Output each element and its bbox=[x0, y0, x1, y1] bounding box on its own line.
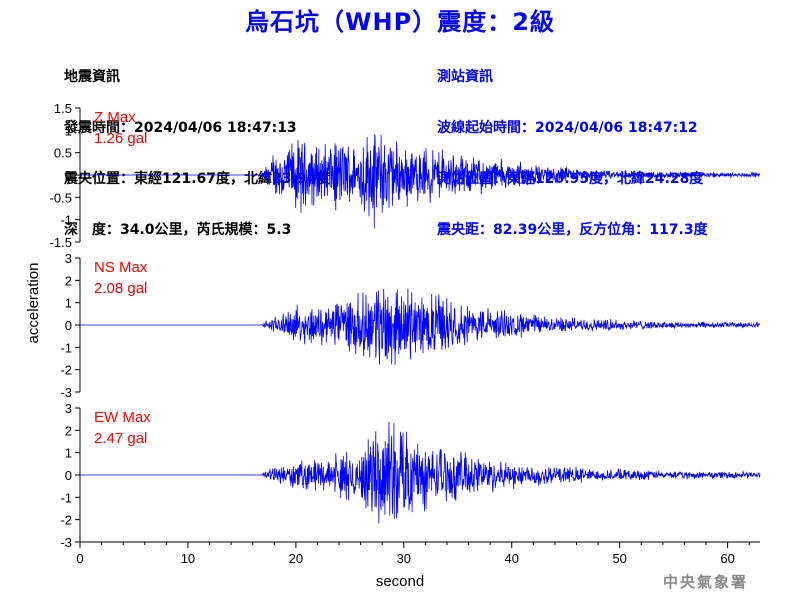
y-tick-label: 0.5 bbox=[54, 146, 72, 161]
y-tick-label: 0 bbox=[65, 468, 72, 483]
y-tick-label: -0.5 bbox=[50, 190, 72, 205]
y-tick-label: -3 bbox=[60, 385, 72, 400]
y-tick-label: 0 bbox=[65, 168, 72, 183]
epicentral-distance: 震央距：82.39公里，反方位角：117.3度 bbox=[437, 222, 708, 238]
y-tick-label: -1.5 bbox=[50, 235, 72, 250]
y-tick-label: -1 bbox=[60, 213, 72, 228]
max-value-ew: 2.47 gal bbox=[94, 430, 147, 447]
x-tick-label: 0 bbox=[76, 551, 83, 566]
x-tick-label: 40 bbox=[505, 551, 519, 566]
y-axis-title: acceleration bbox=[25, 263, 42, 344]
y-tick-label: 3 bbox=[65, 251, 72, 266]
waveform-ew bbox=[80, 421, 761, 524]
x-tick-label: 60 bbox=[720, 551, 734, 566]
agency-credit: 中央氣象署 bbox=[662, 573, 748, 591]
y-tick-label: 0 bbox=[65, 318, 72, 333]
max-label-ns: NS Max bbox=[94, 259, 148, 276]
x-tick-label: 50 bbox=[612, 551, 626, 566]
y-tick-label: -1 bbox=[60, 490, 72, 505]
wave-start-time: 波線起始時間：2024/04/06 18:47:12 bbox=[437, 120, 698, 136]
y-tick-label: 2 bbox=[65, 423, 72, 438]
earthquake-info-heading: 地震資訊 bbox=[64, 69, 120, 85]
waveform-ns bbox=[80, 288, 761, 365]
y-tick-label: 1.5 bbox=[54, 101, 72, 116]
station-info: 測站資訊 波線起始時間：2024/04/06 18:47:12 測站位置：東經1… bbox=[437, 35, 708, 256]
x-tick-label: 20 bbox=[289, 551, 303, 566]
x-tick-label: 10 bbox=[181, 551, 195, 566]
y-tick-label: 2 bbox=[65, 273, 72, 288]
x-axis-title: second bbox=[376, 573, 424, 590]
y-tick-label: -2 bbox=[60, 513, 72, 528]
max-label-ew: EW Max bbox=[94, 409, 151, 426]
y-tick-label: -3 bbox=[60, 535, 72, 550]
station-info-heading: 測站資訊 bbox=[437, 69, 493, 85]
y-tick-label: -1 bbox=[60, 340, 72, 355]
origin-time: 發震時間：2024/04/06 18:47:13 bbox=[64, 120, 297, 136]
y-tick-label: 1 bbox=[65, 446, 72, 461]
chart-title: 烏石坑（WHP）震度：2級 bbox=[245, 8, 555, 36]
y-tick-label: 1 bbox=[65, 296, 72, 311]
y-tick-label: 3 bbox=[65, 401, 72, 416]
depth-magnitude: 深 度：34.0公里，芮氏規模：5.3 bbox=[64, 222, 292, 238]
max-value-z: 1.26 gal bbox=[94, 130, 147, 147]
x-tick-label: 30 bbox=[397, 551, 411, 566]
y-tick-label: -2 bbox=[60, 363, 72, 378]
waveform-z bbox=[80, 134, 761, 229]
max-value-ns: 2.08 gal bbox=[94, 280, 147, 297]
y-tick-label: 1 bbox=[65, 123, 72, 138]
max-label-z: Z Max bbox=[94, 109, 136, 126]
